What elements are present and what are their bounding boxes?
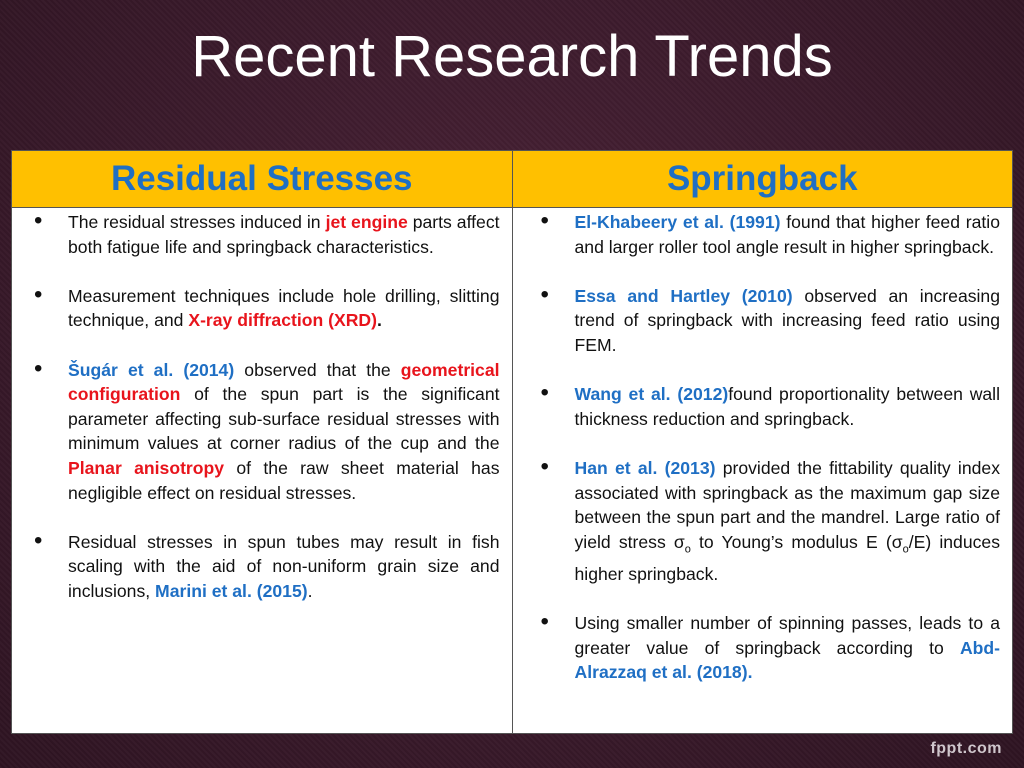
highlight: Planar anisotropy xyxy=(68,457,225,478)
list-item: • Residual stresses in spun tubes may res… xyxy=(34,526,500,601)
citation: Essa and Hartley (2010) xyxy=(574,285,793,306)
list-item: • Measurement techniques include hole dri… xyxy=(34,280,500,331)
slide-title: Recent Research Trends xyxy=(191,24,833,89)
header-residual-stresses: Residual Stresses xyxy=(11,150,513,208)
highlight: jet engine xyxy=(325,212,408,232)
citation: Abd-Alrazzaq et al. (2018). xyxy=(574,637,1001,683)
bullet-icon: • xyxy=(540,379,549,407)
comparison-table: Residual Stresses Springback • The residu… xyxy=(11,150,1013,734)
highlight: X-ray diffraction (XRD) xyxy=(188,310,377,331)
bullet-icon: • xyxy=(540,608,549,636)
bullet-icon: • xyxy=(540,207,549,234)
bullet-icon: • xyxy=(34,207,43,234)
bullet-icon: • xyxy=(34,526,43,554)
list-item: • Wang et al. (2012)found proportionality… xyxy=(540,379,1001,429)
citation: Šugár et al. (2014) xyxy=(68,359,235,380)
residual-stresses-cell: • The residual stresses induced in jet en… xyxy=(11,207,513,734)
springback-list: • El-Khabeery et al. (1991) found that hi… xyxy=(513,207,1013,685)
bullet-icon: • xyxy=(34,354,43,382)
bullet-icon: • xyxy=(34,280,43,308)
citation: Wang et al. (2012) xyxy=(574,384,729,405)
header-springback: Springback xyxy=(511,150,1013,208)
citation: Marini et al. (2015) xyxy=(155,580,308,601)
list-item: • El-Khabeery et al. (1991) found that hi… xyxy=(540,207,1000,257)
highlight: geometrical configuration xyxy=(68,359,500,405)
bullet-icon: • xyxy=(540,280,549,308)
footer-brand: fppt.com xyxy=(930,740,1002,757)
residual-stresses-list: • The residual stresses induced in jet en… xyxy=(12,207,512,604)
list-item: • Šugár et al. (2014) observed that the g… xyxy=(34,354,500,503)
springback-cell: • El-Khabeery et al. (1991) found that hi… xyxy=(511,207,1013,734)
citation: El-Khabeery et al. (1991) xyxy=(574,212,781,232)
list-item: • The residual stresses induced in jet en… xyxy=(34,207,500,257)
citation: Han et al. (2013) xyxy=(574,457,716,478)
list-item: • Using smaller number of spinning passes… xyxy=(540,608,1001,683)
list-item: • Essa and Hartley (2010) observed an inc… xyxy=(540,280,1001,355)
bullet-icon: • xyxy=(540,452,549,480)
list-item: • Han et al. (2013) provided the fittabil… xyxy=(540,452,1001,584)
